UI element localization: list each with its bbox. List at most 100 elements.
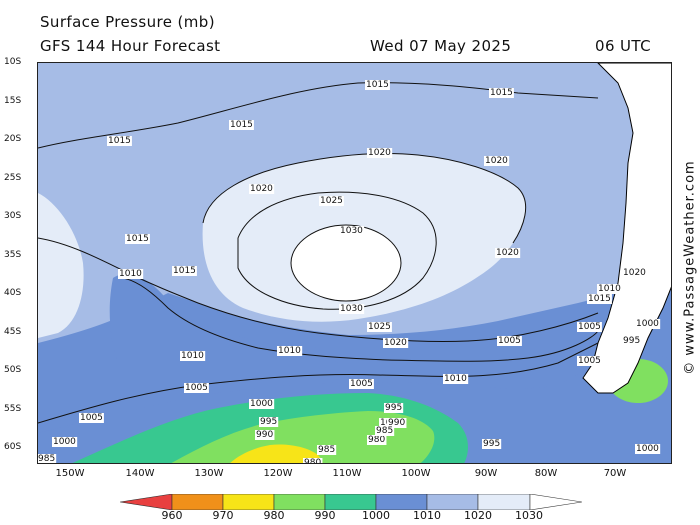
- isobar-label-bg: [107, 136, 132, 146]
- isobar-label: 990: [388, 418, 405, 428]
- band-970-980: [230, 444, 323, 463]
- colorbar-label: 980: [263, 509, 285, 522]
- lat-label: 30S: [4, 211, 22, 221]
- isobar-label-bg: [303, 458, 323, 463]
- isobar-label-bg: [597, 284, 623, 294]
- isobar-line: [38, 342, 599, 424]
- pressure-map: 1015 1015 1015 1015 1020 1020 1020 1025 …: [37, 62, 672, 464]
- isobar-label: 1000: [250, 399, 273, 409]
- isobar-label: 1015: [588, 294, 611, 304]
- isobar-label-bg: [497, 336, 522, 346]
- colorbar-label: 960: [161, 509, 183, 522]
- isobar-label-bg: [184, 383, 209, 393]
- isobar-label: 995: [623, 336, 640, 346]
- lat-label: 25S: [4, 173, 22, 183]
- isobar-label: 1010: [444, 374, 467, 384]
- lon-label: 90W: [474, 468, 498, 479]
- lat-label: 15S: [4, 96, 22, 106]
- isobar-label: 1010: [278, 346, 301, 356]
- isobar-label-bg: [482, 439, 502, 449]
- isobar-label-bg: [367, 322, 392, 332]
- isobar-label: 1025: [320, 196, 343, 206]
- forecast-time: 06 UTC: [595, 37, 651, 55]
- lat-label: 35S: [4, 250, 22, 260]
- isobar-label: 1000: [636, 444, 659, 454]
- lat-label: 40S: [4, 288, 22, 298]
- band-1005-1010-west: [109, 274, 338, 363]
- isobar-label-bg: [367, 435, 387, 445]
- forecast-date: Wed 07 May 2025: [370, 37, 512, 55]
- colorbar-label: 1000: [362, 509, 390, 522]
- isobar-label-bg: [339, 226, 365, 236]
- lat-label: 60S: [4, 442, 22, 452]
- lon-label: 70W: [603, 468, 627, 479]
- isobar-label-bg: [387, 418, 407, 428]
- isobar-label-bg: [259, 417, 279, 427]
- isobar-label-bg: [172, 266, 197, 276]
- lat-label: 45S: [4, 327, 22, 337]
- isobar-label-bg: [635, 319, 661, 329]
- isobar-label: 1025: [368, 322, 391, 332]
- isobar-label: 1005: [498, 336, 521, 346]
- colorbar-segment: [222, 494, 275, 510]
- isobar-label: 985: [38, 454, 55, 464]
- isobar-label: 1015: [230, 120, 253, 130]
- isobar-label-bg: [229, 120, 254, 130]
- isobar-label: 985: [376, 426, 393, 436]
- isobar-label-bg: [577, 322, 602, 332]
- isobar-label: 995: [385, 403, 402, 413]
- isobar-label: 1030: [340, 304, 363, 314]
- isobar-label-bg: [622, 268, 648, 278]
- lat-label: 55S: [4, 404, 22, 414]
- colorbar-segment: [324, 494, 377, 510]
- isobar-label-bg: [577, 356, 602, 366]
- isobar-label: 1000: [636, 319, 659, 329]
- isobar-label: 1020: [368, 148, 391, 158]
- isobar-label-bg: [317, 445, 337, 455]
- isobar-label: 1005: [578, 322, 601, 332]
- isobar-label-bg: [365, 80, 390, 90]
- colorbar-segment: [273, 494, 326, 510]
- isobar-label-bg: [489, 88, 514, 98]
- band-980-990: [171, 411, 435, 463]
- lon-label: 100W: [401, 468, 431, 479]
- colorbar-segment: [477, 494, 531, 510]
- isobar-label: 1005: [578, 356, 601, 366]
- lon-label: 150W: [55, 468, 85, 479]
- isobar-label: 1010: [181, 351, 204, 361]
- credit-watermark: © www.PassageWeather.com: [682, 160, 698, 375]
- isobar-line: [237, 191, 437, 310]
- isobar-label: 985: [318, 445, 335, 455]
- isobar-label-bg: [384, 403, 404, 413]
- colorbar-arrow-low: [120, 494, 173, 510]
- isobar-label-bg: [52, 437, 78, 447]
- isobar-label-bg: [484, 156, 510, 166]
- isobar-label-bg: [38, 454, 57, 463]
- isobar-label-bg: [249, 184, 275, 194]
- isobar-label: 1015: [173, 266, 196, 276]
- band-1030-core: [291, 225, 401, 301]
- isobar-line: [290, 224, 402, 302]
- isobar-label: 1005: [350, 379, 373, 389]
- isobar-labels: 1015 1015 1015 1015 1020 1020 1020 1025 …: [38, 80, 661, 464]
- pressure-map-svg: 1015 1015 1015 1015 1020 1020 1020 1025 …: [38, 63, 671, 464]
- isobar-label-bg: [255, 430, 275, 440]
- isobar-label: 1000: [53, 437, 76, 447]
- isobar-label-bg: [635, 444, 661, 454]
- isobar-label-bg: [339, 304, 365, 314]
- isobar-label: 1020: [496, 248, 519, 258]
- lat-label: 10S: [4, 57, 22, 67]
- colorbar-label: 1020: [464, 509, 492, 522]
- isobar-label-bg: [118, 269, 144, 279]
- colorbar: [120, 494, 582, 510]
- lat-label: 50S: [4, 365, 22, 375]
- isobar-label: 1020: [623, 268, 646, 278]
- colorbar-label: 1030: [515, 509, 543, 522]
- lon-label: 110W: [332, 468, 362, 479]
- lat-label: 20S: [4, 134, 22, 144]
- isobar-label: 1020: [250, 184, 273, 194]
- isobars: [38, 82, 599, 424]
- isobar-line: [202, 152, 527, 244]
- isobar-label: 990: [256, 430, 273, 440]
- isobar-label: 1015: [108, 136, 131, 146]
